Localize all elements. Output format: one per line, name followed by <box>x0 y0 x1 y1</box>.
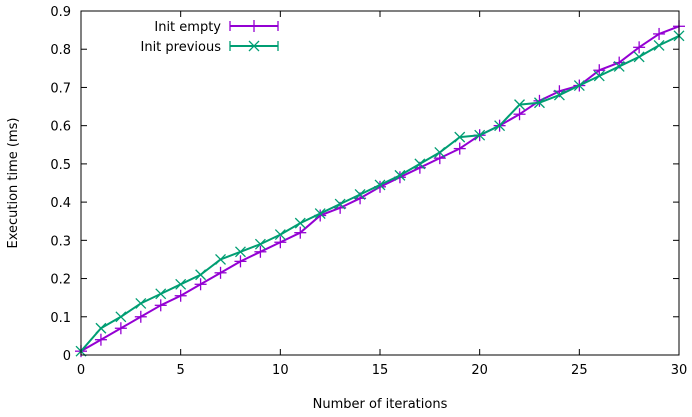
data-point <box>154 299 167 312</box>
data-point <box>334 198 346 210</box>
ticks-layer: 0 5 10 15 20 25 30 0 0.1 0.2 0.3 0.4 0.5 0.6 0.7 0.8 0.9 <box>50 5 687 378</box>
data-point <box>414 158 426 170</box>
data-point <box>573 80 585 91</box>
y-tick-label: 0.8 <box>50 43 71 58</box>
data-point <box>294 226 307 239</box>
y-tick-label: 0 <box>63 349 71 364</box>
y-tick-label: 0.3 <box>50 234 71 249</box>
data-point <box>254 245 267 258</box>
series-layer <box>75 20 685 358</box>
data-point <box>175 278 187 290</box>
data-point <box>254 238 266 250</box>
data-point <box>194 278 207 291</box>
data-point <box>354 189 366 200</box>
data-point <box>513 108 526 121</box>
data-point <box>234 255 247 268</box>
data-point <box>314 208 326 220</box>
data-point <box>135 297 147 309</box>
x-tick-label: 15 <box>372 363 389 378</box>
legend-marker <box>248 40 260 52</box>
data-point <box>214 266 227 279</box>
data-point <box>274 236 287 249</box>
plot-frame <box>80 10 680 356</box>
y-tick-label: 0.2 <box>50 273 71 288</box>
x-tick-label: 0 <box>77 363 85 378</box>
data-point <box>195 269 207 281</box>
data-point <box>633 41 646 54</box>
x-tick-label: 5 <box>177 363 185 378</box>
y-tick-label: 0.7 <box>50 81 71 96</box>
data-point <box>94 333 107 346</box>
legend: Init empty Init previous <box>141 20 279 55</box>
x-tick-label: 10 <box>272 363 289 378</box>
data-point <box>613 60 625 72</box>
data-point <box>474 129 486 141</box>
data-point <box>653 27 666 40</box>
data-point <box>174 289 187 302</box>
data-point <box>593 64 606 77</box>
data-point <box>453 142 466 155</box>
data-point <box>294 217 306 229</box>
data-point <box>514 99 525 111</box>
data-point <box>394 169 406 181</box>
x-tick-label: 20 <box>471 363 488 378</box>
data-point <box>235 246 246 258</box>
data-point <box>115 311 127 323</box>
data-point <box>374 179 386 191</box>
y-axis-label: Execution time (ms) <box>6 117 21 248</box>
legend-marker <box>248 20 260 32</box>
data-point <box>215 253 226 265</box>
data-point <box>134 310 147 323</box>
y-tick-label: 0.9 <box>50 5 71 20</box>
y-tick-label: 0.6 <box>50 120 71 135</box>
y-tick-label: 0.4 <box>50 196 71 211</box>
data-point <box>434 146 446 158</box>
data-point <box>653 39 665 51</box>
legend-item: Init empty <box>154 20 279 35</box>
data-point <box>593 70 605 82</box>
data-point <box>633 51 645 63</box>
data-point <box>114 322 127 335</box>
y-tick-label: 0.5 <box>50 158 71 173</box>
x-tick-label: 25 <box>571 363 588 378</box>
series-init-previous <box>75 30 685 357</box>
data-point <box>274 229 286 241</box>
legend-label: Init previous <box>141 40 222 55</box>
data-point <box>155 288 167 300</box>
legend-label: Init empty <box>154 20 221 35</box>
data-point <box>433 152 446 165</box>
data-point <box>553 89 565 101</box>
series-init-empty <box>75 20 685 358</box>
x-tick-label: 30 <box>671 363 688 378</box>
data-point <box>95 322 107 334</box>
series-line <box>80 34 680 352</box>
data-point <box>534 97 545 109</box>
legend-item: Init previous <box>141 40 279 55</box>
x-axis-label: Number of iterations <box>313 397 448 412</box>
data-point <box>494 120 506 132</box>
data-point <box>454 131 466 143</box>
y-tick-label: 0.1 <box>50 311 71 326</box>
